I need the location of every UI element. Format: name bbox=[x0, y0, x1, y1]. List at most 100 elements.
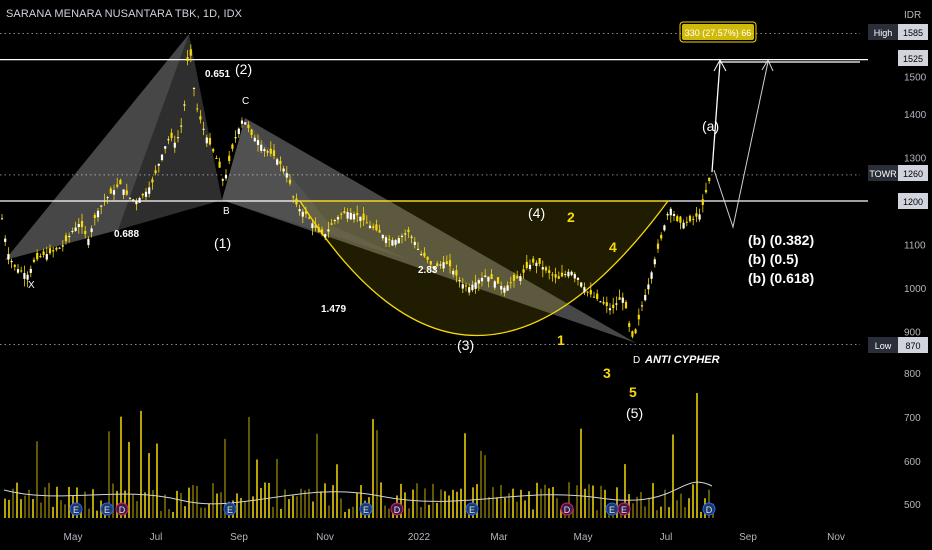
volume-bar bbox=[244, 501, 246, 518]
volume-bar bbox=[276, 458, 278, 518]
candle-body bbox=[202, 128, 205, 130]
candle-body bbox=[375, 224, 378, 231]
candle-body bbox=[71, 231, 74, 233]
event-marker-label-3: D bbox=[119, 505, 126, 515]
candle-body bbox=[381, 234, 384, 239]
x-tick-1: May bbox=[64, 532, 83, 543]
candle-body bbox=[32, 259, 36, 262]
candle-body bbox=[551, 274, 554, 276]
candle-body bbox=[42, 251, 45, 255]
candle-body bbox=[372, 226, 375, 228]
wave-label-6: (a) bbox=[702, 118, 719, 134]
ratio-283: 2.83 bbox=[418, 265, 438, 276]
volume-bar bbox=[636, 496, 638, 518]
volume-bar bbox=[384, 505, 386, 518]
candle-body bbox=[464, 285, 468, 287]
volume-bar bbox=[292, 495, 294, 518]
candle-body bbox=[112, 190, 116, 195]
volume-bar bbox=[28, 489, 30, 518]
candle-body bbox=[39, 256, 42, 258]
volume-bar bbox=[288, 499, 290, 518]
volume-bar bbox=[32, 499, 34, 518]
candle-body bbox=[637, 314, 640, 320]
candle-body bbox=[442, 262, 445, 269]
volume-bar bbox=[116, 490, 118, 518]
candle-body bbox=[708, 177, 711, 181]
event-marker-label-4: E bbox=[227, 505, 233, 515]
candle-body bbox=[58, 247, 61, 249]
volume-bar bbox=[64, 504, 66, 518]
volume-bar bbox=[508, 493, 510, 518]
candle-body bbox=[0, 218, 4, 220]
candle-body bbox=[519, 276, 522, 281]
volume-bar bbox=[552, 486, 554, 518]
wave-label-2: (2) bbox=[235, 61, 252, 77]
candle-body bbox=[29, 268, 32, 273]
candle-body bbox=[455, 270, 458, 276]
volume-bar bbox=[296, 496, 298, 518]
candle-body bbox=[10, 261, 13, 263]
candle-body bbox=[330, 223, 333, 225]
volume-bar bbox=[264, 482, 266, 518]
candle-body bbox=[301, 211, 304, 217]
volume-bar bbox=[548, 488, 550, 518]
volume-bar bbox=[192, 485, 194, 518]
volume-bar bbox=[236, 493, 238, 518]
candle-body bbox=[231, 144, 234, 149]
event-marker-label-6: D bbox=[394, 505, 401, 515]
y-tick-900: 900 bbox=[904, 328, 921, 339]
candle-body bbox=[557, 276, 560, 279]
candle-body bbox=[68, 236, 71, 238]
volume-bar bbox=[512, 488, 514, 518]
volume-bar bbox=[16, 482, 18, 518]
candle-body bbox=[151, 179, 154, 183]
y-tick-1100: 1100 bbox=[904, 241, 926, 252]
candle-body bbox=[346, 212, 349, 219]
candle-body bbox=[666, 214, 669, 216]
volume-bar bbox=[484, 455, 486, 518]
change-badge-box bbox=[679, 21, 757, 43]
candle-body bbox=[154, 170, 157, 174]
wave-label-1: (1) bbox=[214, 235, 231, 251]
candle-body bbox=[567, 271, 570, 277]
candle-body bbox=[343, 211, 346, 214]
candle-body bbox=[436, 263, 439, 267]
candle-body bbox=[253, 137, 256, 142]
volume-bar bbox=[668, 507, 670, 518]
volume-bar bbox=[260, 487, 262, 518]
candle-body bbox=[48, 248, 52, 254]
candle-body bbox=[352, 214, 356, 220]
volume-bar bbox=[108, 431, 110, 518]
x-tick-3: Sep bbox=[230, 532, 248, 543]
volume-bar bbox=[644, 506, 646, 518]
candle-body bbox=[80, 220, 84, 228]
wave-label-yellow-4: 4 bbox=[609, 239, 617, 255]
candle-body bbox=[394, 240, 397, 245]
candle-body bbox=[468, 287, 471, 293]
volume-bar bbox=[588, 484, 590, 518]
price-label-last-tag bbox=[868, 165, 898, 181]
candle-body bbox=[167, 139, 170, 141]
candle-body bbox=[589, 289, 592, 295]
volume-bar bbox=[376, 430, 378, 518]
volume-bar bbox=[660, 506, 662, 518]
candle-body bbox=[679, 216, 682, 223]
candle-body bbox=[196, 108, 199, 110]
event-marker-11 bbox=[702, 502, 716, 516]
wave-label-3: (3) bbox=[457, 337, 474, 353]
volume-bar bbox=[520, 489, 522, 518]
candle-body bbox=[541, 267, 544, 270]
candle-body bbox=[20, 270, 23, 272]
candle-body bbox=[64, 235, 68, 242]
candle-body bbox=[701, 199, 704, 205]
candle-body bbox=[205, 137, 208, 144]
chart-title: SARANA MENARA NUSANTARA TBK, 1D, IDX bbox=[6, 8, 243, 20]
candle-body bbox=[141, 193, 144, 196]
volume-bar bbox=[332, 485, 334, 518]
candle-body bbox=[404, 233, 407, 235]
volume-bar bbox=[672, 434, 674, 518]
volume-bar bbox=[640, 492, 642, 518]
event-marker-label-8: D bbox=[564, 505, 571, 515]
volume-bar bbox=[220, 492, 222, 518]
